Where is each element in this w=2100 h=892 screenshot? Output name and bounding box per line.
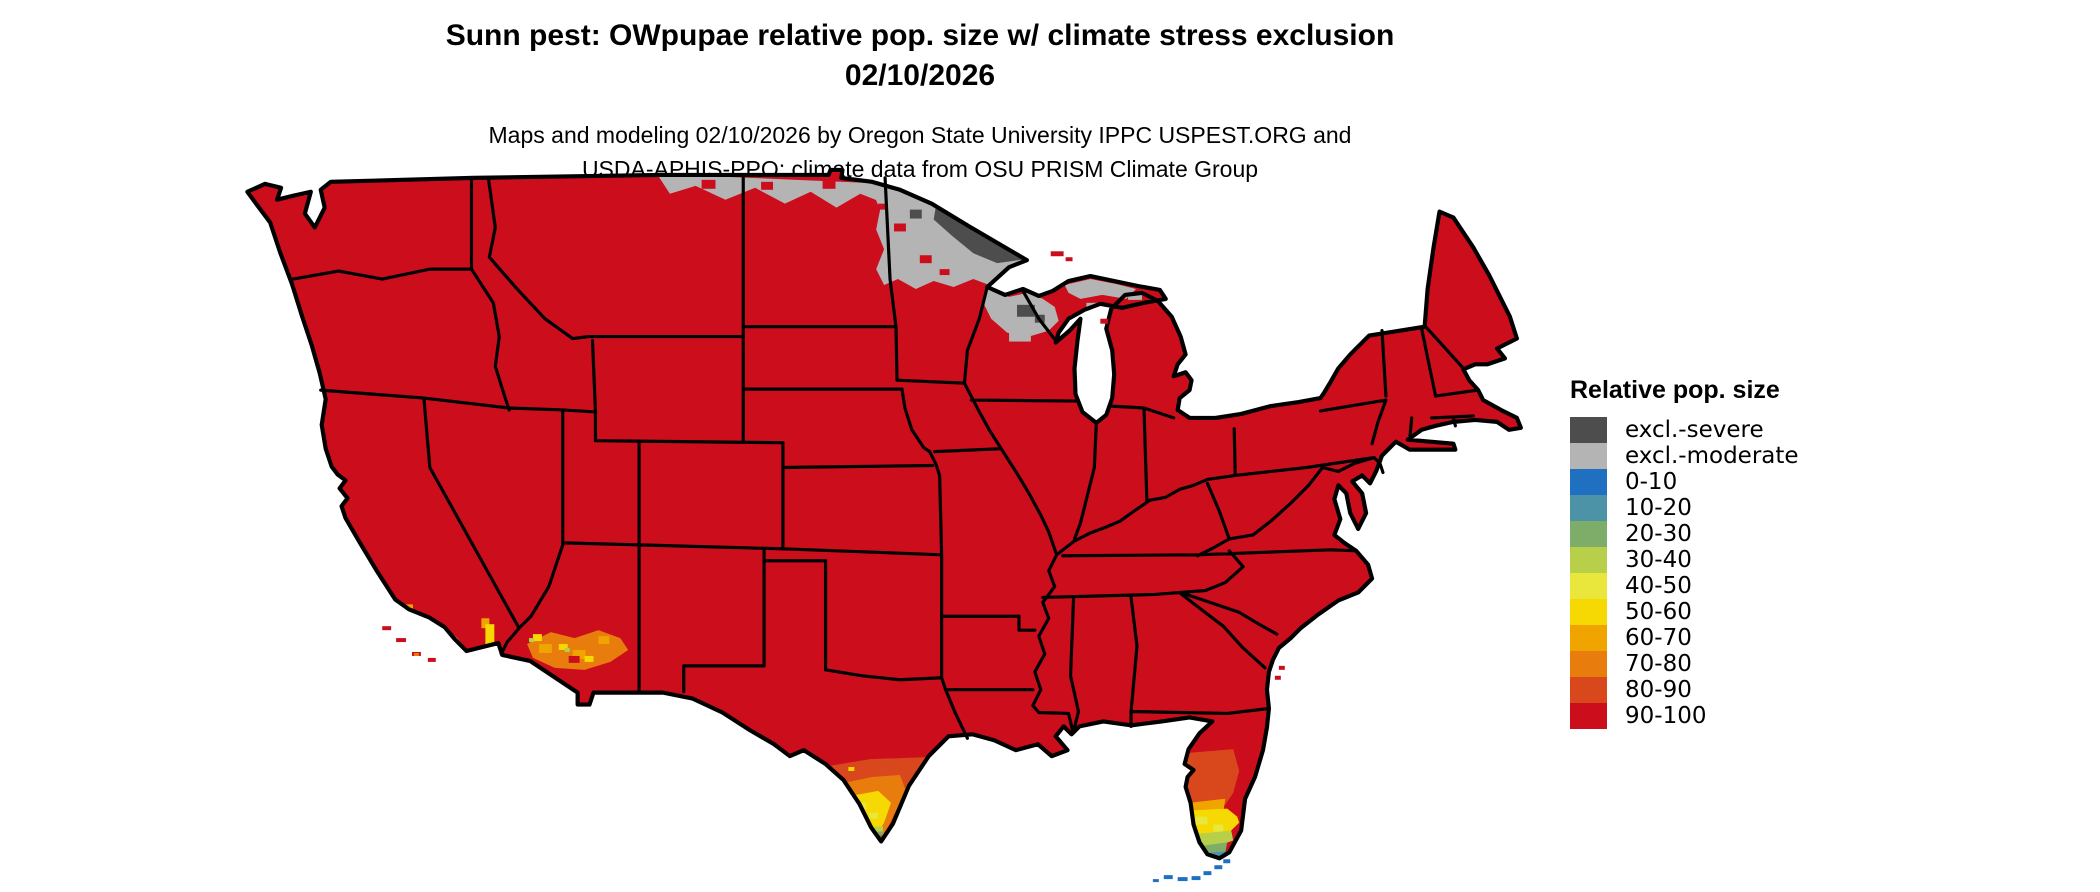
- legend-swatch: [1570, 495, 1607, 521]
- map-legend: Relative pop. size excl.-severe excl.-mod…: [1570, 376, 1990, 729]
- legend-label: 90-100: [1625, 703, 1707, 729]
- region-gradient-south-texas: [822, 757, 928, 842]
- legend-swatch: [1570, 677, 1607, 703]
- conus-landmass: [247, 169, 1521, 859]
- legend-item: 30-40: [1570, 547, 1990, 573]
- chart-header: Sunn pest: OWpupae relative pop. size w/…: [0, 16, 1840, 186]
- legend-item: 90-100: [1570, 703, 1990, 729]
- map-title-line1: Sunn pest: OWpupae relative pop. size w/…: [445, 19, 1395, 52]
- region-isle-royale: [1050, 251, 1073, 262]
- legend-label: 80-90: [1625, 677, 1692, 703]
- region-lake-michigan-islands: [1100, 318, 1117, 333]
- legend-label: 60-70: [1625, 625, 1692, 651]
- legend-label: 40-50: [1625, 573, 1692, 599]
- legend-item: 50-60: [1570, 599, 1990, 625]
- coastline-outline: [245, 167, 1523, 861]
- state-borders: [291, 176, 1479, 740]
- legend-items: excl.-severe excl.-moderate 0-10 10-20 20-30…: [1570, 417, 1990, 729]
- legend-label: 10-20: [1625, 495, 1692, 521]
- legend-label: excl.-moderate: [1625, 443, 1799, 469]
- legend-label: 20-30: [1625, 521, 1692, 547]
- legend-label: 50-60: [1625, 599, 1692, 625]
- region-excl-moderate-northern-border: [656, 173, 891, 208]
- legend-swatch: [1570, 573, 1607, 599]
- legend-label: 0-10: [1625, 469, 1678, 495]
- legend-swatch: [1570, 651, 1607, 677]
- legend-label: 30-40: [1625, 547, 1692, 573]
- legend-swatch: [1570, 521, 1607, 547]
- legend-item: excl.-moderate: [1570, 443, 1990, 469]
- legend-item: 40-50: [1570, 573, 1990, 599]
- legend-title: Relative pop. size: [1570, 376, 1780, 404]
- region-sea-islands: [1274, 665, 1285, 680]
- legend-item: 0-10: [1570, 469, 1990, 495]
- map-attribution: Maps and modeling 02/10/2026 by Oregon S…: [0, 118, 1840, 186]
- legend-swatch: [1570, 703, 1607, 729]
- map-title-date: 02/10/2026: [844, 59, 996, 92]
- region-gradient-southwest-arizona: [527, 630, 629, 670]
- legend-item: 20-30: [1570, 521, 1990, 547]
- legend-label: 70-80: [1625, 651, 1692, 677]
- legend-item: excl.-severe: [1570, 417, 1990, 443]
- attribution-line1: Maps and modeling 02/10/2026 by Oregon S…: [488, 122, 1352, 148]
- legend-label: excl.-severe: [1625, 417, 1764, 443]
- legend-swatch: [1570, 443, 1607, 469]
- legend-swatch: [1570, 547, 1607, 573]
- us-choropleth-map: [230, 164, 1560, 892]
- region-excl-moderate-northern-minnesota: [872, 179, 1027, 289]
- region-excl-severe-minnesota-arrowhead: [909, 207, 1025, 264]
- offshore-islands: [382, 251, 1285, 883]
- region-florida-keys: [1152, 859, 1231, 883]
- region-channel-islands: [382, 626, 436, 662]
- legend-swatch: [1570, 469, 1607, 495]
- legend-swatch: [1570, 417, 1607, 443]
- legend-item: 60-70: [1570, 625, 1990, 651]
- region-gradient-south-florida: [1181, 749, 1240, 859]
- legend-swatch: [1570, 625, 1607, 651]
- legend-swatch: [1570, 599, 1607, 625]
- legend-item: 10-20: [1570, 495, 1990, 521]
- legend-item: 80-90: [1570, 677, 1990, 703]
- legend-item: 70-80: [1570, 651, 1990, 677]
